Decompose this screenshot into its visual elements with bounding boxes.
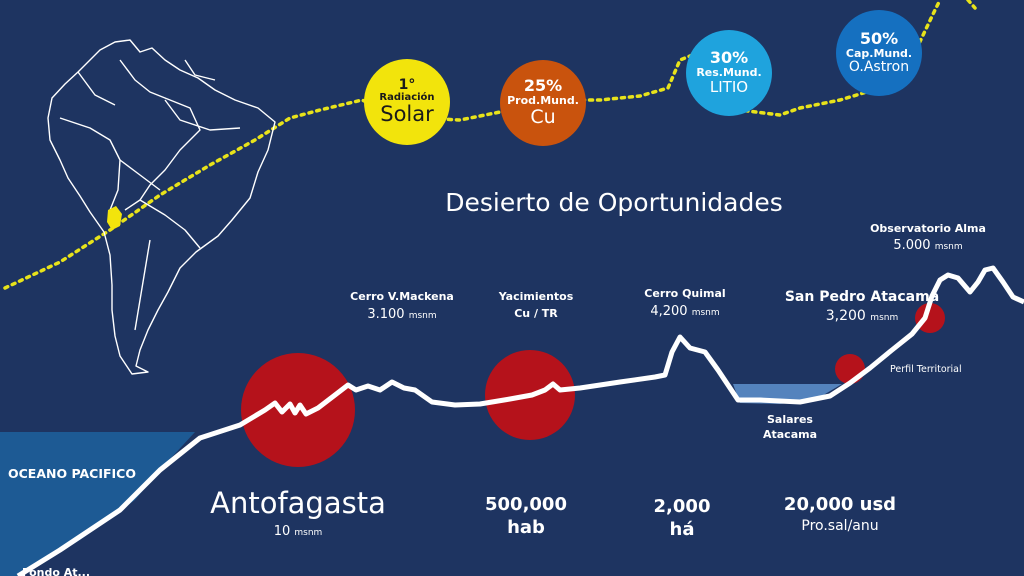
copper-label: Cu xyxy=(530,106,556,128)
lithium-pct: 30% xyxy=(709,48,749,68)
quimal-name: Cerro Quimal xyxy=(644,287,726,300)
mackena-elev: 3.100 xyxy=(367,307,405,322)
mackena-name: Cerro V.Mackena xyxy=(350,290,454,303)
page-title: Desierto de Oportunidades xyxy=(445,188,783,217)
yacimientos-line1: Yacimientos xyxy=(498,290,574,303)
route-line xyxy=(3,0,942,290)
alma-label: Observatorio Alma 5.000 msnm xyxy=(868,222,988,253)
route-line-end xyxy=(966,0,977,10)
ocean-area xyxy=(0,432,195,576)
yacimientos-label: Yacimientos Cu / TR xyxy=(488,290,584,320)
salares-line1: Salares xyxy=(767,413,813,426)
lithium-caption: Res.Mund. xyxy=(696,66,762,80)
stat-population: 500,000 hab xyxy=(470,494,582,538)
alma-name: Observatorio Alma xyxy=(870,222,986,235)
sanpedro-unit: msnm xyxy=(870,313,899,323)
solar-label: Solar xyxy=(380,102,434,127)
lithium-label: LITIO xyxy=(709,78,749,97)
mackena-unit: msnm xyxy=(408,311,437,321)
salares-line2: Atacama xyxy=(762,428,818,441)
antofagasta-unit: msnm xyxy=(294,528,323,538)
astron-pct: 50% xyxy=(859,28,899,48)
stat-area-value: 2,000 xyxy=(653,496,711,517)
quimal-elev: 4,200 xyxy=(650,304,688,319)
san-pedro-marker xyxy=(915,303,945,333)
quimal-label: Cerro Quimal 4,200 msnm xyxy=(638,287,732,319)
solar-badge: 1° Radiación Solar xyxy=(364,59,450,145)
salar-marker xyxy=(835,354,865,384)
stat-area: 2,000 há xyxy=(634,496,730,540)
antofagasta-name: Antofagasta xyxy=(210,486,386,520)
stat-population-value: 500,000 xyxy=(485,494,567,515)
yacimientos-line2: Cu / TR xyxy=(514,307,558,320)
sanpedro-elev: 3,200 xyxy=(825,308,866,324)
antofagasta-elev: 10 xyxy=(273,524,291,539)
copper-pct: 25% xyxy=(523,76,563,96)
lithium-badge: 30% Res.Mund. LITIO xyxy=(686,30,772,116)
astron-caption: Cap.Mund. xyxy=(845,46,913,60)
terrain-profile xyxy=(16,265,1024,576)
copper-badge: 25% Prod.Mund. Cu xyxy=(500,60,586,146)
alma-unit: msnm xyxy=(934,242,963,252)
stat-salary: 20,000 usd Pro.sal/anu xyxy=(770,494,910,534)
solar-caption: Radiación xyxy=(379,92,435,104)
perfil-text: Perfil Territorial xyxy=(890,364,962,375)
mackena-label: Cerro V.Mackena 3.100 msnm xyxy=(340,290,464,322)
salares-label: Salares Atacama xyxy=(752,413,828,441)
perfil-label: Perfil Territorial xyxy=(890,364,962,375)
copper-caption: Prod.Mund. xyxy=(507,93,579,107)
sanpedro-label: San Pedro Atacama 3,200 msnm xyxy=(778,289,946,324)
ocean-label: OCEANO PACIFICO xyxy=(8,466,136,481)
quimal-unit: msnm xyxy=(691,308,720,318)
region-highlight xyxy=(107,206,122,230)
fondo-text: Fondo At... xyxy=(22,566,91,576)
fondo-label: Fondo At... xyxy=(22,566,90,576)
astron-label: O.Astron xyxy=(848,58,910,75)
stat-salary-label: Pro.sal/anu xyxy=(801,518,879,534)
astron-badge: 50% Cap.Mund. O.Astron xyxy=(836,10,922,96)
alma-elev: 5.000 xyxy=(893,238,931,253)
sanpedro-name: San Pedro Atacama xyxy=(784,289,940,305)
ocean-label-text: OCEANO PACIFICO xyxy=(8,466,136,481)
south-america-map xyxy=(47,39,276,375)
stat-population-label: hab xyxy=(507,517,545,538)
antofagasta-label: Antofagasta 10 msnm xyxy=(195,486,401,539)
solar-rank: 1° xyxy=(398,76,416,93)
stat-salary-value: 20,000 usd xyxy=(783,494,897,515)
stat-area-label: há xyxy=(669,519,695,540)
